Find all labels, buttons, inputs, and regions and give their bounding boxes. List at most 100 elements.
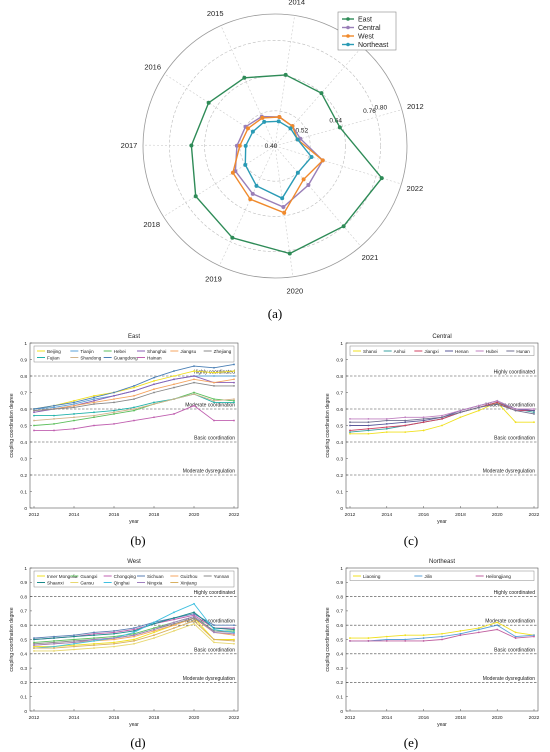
series-point [193, 620, 195, 622]
series-point [422, 421, 425, 424]
radar-point [245, 126, 250, 131]
series-point [367, 427, 370, 430]
series-point [349, 421, 351, 424]
series-point [113, 401, 115, 404]
series-point [33, 650, 35, 652]
series-point [349, 431, 351, 433]
series-point [233, 631, 235, 634]
series-point [73, 635, 75, 638]
series-point [133, 398, 135, 400]
radar-tick-label: 0.40 [265, 143, 278, 150]
series-point [133, 386, 135, 389]
series-point [477, 409, 480, 412]
series-point [193, 614, 195, 617]
radar-point [309, 154, 314, 159]
series-point [133, 630, 135, 632]
legend-label: Jilin [424, 574, 432, 579]
radar-point [254, 183, 259, 188]
threshold-label: Basic coordination [194, 436, 235, 442]
series-point [73, 644, 75, 647]
radar-point [230, 170, 235, 175]
series-point [173, 413, 175, 415]
legend-box [349, 570, 535, 581]
series-point [53, 650, 55, 652]
radar-point [280, 196, 285, 201]
series-point [93, 647, 95, 649]
series-point [33, 641, 35, 644]
series-point [33, 647, 35, 649]
threshold-label: Moderate coordination [185, 403, 235, 409]
y-tick-label: 0.9 [336, 580, 343, 586]
series-point [153, 634, 155, 637]
series-point [213, 398, 215, 400]
series-point [477, 628, 480, 631]
series-point [233, 363, 235, 366]
series-point [514, 631, 517, 634]
y-tick-label: 0.7 [20, 609, 27, 615]
y-tick-label: 0.5 [336, 423, 343, 429]
series-point [422, 634, 425, 637]
radar-legend-marker [346, 42, 350, 47]
radar-point [237, 143, 242, 148]
series-point [133, 627, 135, 629]
threshold-label: Moderate coordination [485, 619, 535, 625]
radar-spoke [219, 145, 276, 266]
series-point [233, 624, 235, 627]
y-tick-label: 0.5 [20, 637, 27, 643]
series-point [33, 419, 35, 422]
legend-label: Sichuan [147, 574, 164, 579]
series-point [93, 396, 95, 399]
radar-point [301, 177, 306, 182]
legend-box [33, 345, 235, 363]
series-point [385, 419, 388, 422]
series-point [349, 424, 351, 427]
series-point [93, 424, 95, 427]
series-point [113, 422, 115, 425]
series-point [349, 418, 351, 420]
x-tick-label: 2020 [189, 512, 200, 518]
threshold-label: Highly coordinated [494, 370, 536, 376]
legend-label: Heilongjiang [486, 574, 512, 579]
series-point [153, 637, 155, 639]
series-point [93, 642, 95, 645]
legend-label: Shanxi [363, 349, 377, 354]
series-point [422, 419, 425, 422]
y-tick-label: 0 [24, 709, 27, 715]
x-tick-label: 2016 [418, 715, 429, 721]
legend-label: Shanghai [147, 349, 166, 354]
series-point [73, 641, 75, 644]
series-point [73, 645, 75, 648]
threshold-label: Moderate dysregulation [483, 469, 535, 475]
y-axis-label: coupling coordination degree [9, 607, 15, 671]
series-point [33, 408, 35, 410]
series-point [367, 424, 370, 427]
radar-chart: 2012201320142015201620172018201920202021… [121, 0, 424, 296]
x-axis-label: year [129, 519, 139, 525]
x-tick-label: 2018 [149, 715, 160, 721]
legend-label: Liaoning [363, 574, 381, 579]
series-point [53, 429, 55, 432]
series-point [404, 419, 407, 422]
series-point [93, 640, 95, 642]
series-point [133, 632, 135, 635]
series-point [93, 403, 95, 405]
series-point [477, 404, 480, 407]
series-point [133, 409, 135, 412]
radar-legend-label: East [358, 17, 372, 24]
series-point [422, 418, 425, 420]
radar-category-label: 2018 [143, 220, 160, 229]
series-point [113, 637, 115, 639]
series-point [173, 624, 175, 627]
x-tick-label: 2016 [109, 715, 120, 721]
series-point [193, 375, 195, 377]
threshold-label: Highly coordinated [494, 590, 536, 596]
series-point [367, 640, 370, 642]
series-point [349, 432, 351, 435]
threshold-label: Basic coordination [494, 436, 535, 442]
y-tick-label: 0.2 [336, 473, 343, 479]
threshold-label: Moderate dysregulation [483, 676, 535, 682]
radar-category-label: 2019 [205, 274, 222, 283]
series-point [459, 411, 462, 414]
chart-title: West [127, 559, 141, 565]
series-point [441, 418, 443, 420]
